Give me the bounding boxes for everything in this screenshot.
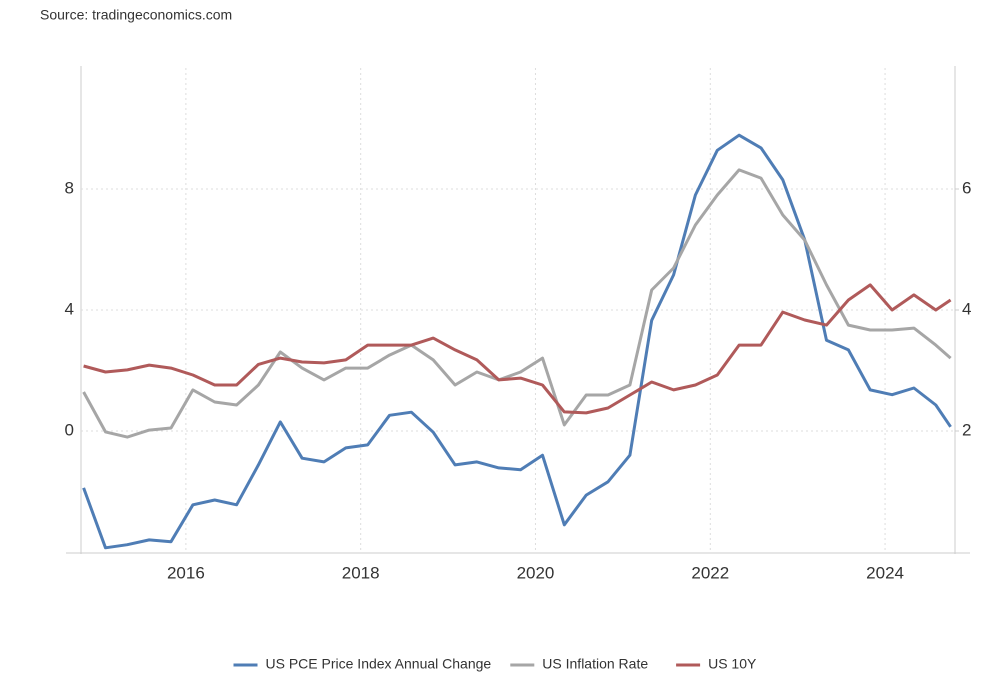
series-line: [82, 133, 952, 550]
x-tick-label: 2018: [342, 563, 380, 582]
x-tick-label: 2020: [517, 563, 555, 582]
legend-label: US PCE Price Index Annual Change: [266, 656, 492, 672]
x-tick-label: 2024: [866, 563, 904, 582]
series-line: [83, 283, 952, 415]
y-tick-label: 0: [65, 420, 74, 439]
x-tick-label: 2022: [691, 563, 729, 582]
legend-label: US 10Y: [708, 656, 757, 672]
y2-tick-label: 4: [962, 299, 971, 318]
legend-label: US Inflation Rate: [542, 656, 648, 672]
series-line: [82, 168, 952, 439]
x-tick-label: 2016: [167, 563, 205, 582]
source: Source: tradingeconomics.com: [40, 7, 232, 23]
y-tick-label: 4: [65, 299, 74, 318]
y-tick-label: 8: [65, 178, 74, 197]
y2-tick-label: 2: [962, 420, 971, 439]
y2-tick-label: 6: [962, 178, 971, 197]
